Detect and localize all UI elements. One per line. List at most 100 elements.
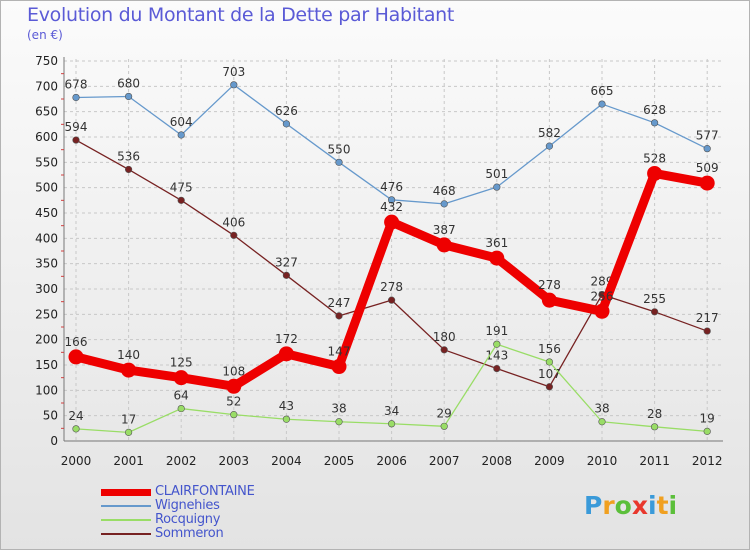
legend-item-clairfontaine: CLAIRFONTAINE [101, 485, 341, 499]
x-tick-label: 2002 [166, 454, 197, 468]
data-label-clairfontaine: 387 [433, 223, 456, 237]
data-label-wignehies: 626 [275, 104, 298, 118]
data-point-sommeron [650, 308, 659, 316]
data-label-sommeron: 475 [170, 180, 193, 194]
data-label-wignehies: 678 [65, 77, 88, 91]
data-point-sommeron [440, 346, 448, 354]
x-tick-label: 2001 [113, 454, 144, 468]
data-label-wignehies: 680 [117, 76, 140, 90]
data-point-sommeron [493, 364, 501, 373]
data-point-rocquigny [545, 358, 554, 366]
data-point-rocquigny [282, 415, 291, 423]
data-point-clairfontaine [699, 175, 715, 191]
legend-swatch-clairfontaine [101, 489, 151, 496]
data-point-sommeron [335, 312, 343, 320]
data-label-sommeron: 278 [380, 280, 403, 294]
series-clairfontaine: 166 140 125 108 172 147 432 387 361 278 256 528 509 [65, 151, 719, 394]
data-point-clairfontaine [436, 237, 452, 253]
data-label-rocquigny: 52 [226, 395, 241, 409]
data-label-clairfontaine: 125 [170, 356, 193, 370]
y-tick-label: 50 [43, 409, 58, 423]
data-point-wignehies [177, 131, 185, 139]
data-point-clairfontaine [226, 378, 242, 394]
data-label-sommeron: 406 [222, 215, 245, 229]
data-point-rocquigny [335, 418, 343, 426]
data-label-wignehies: 577 [696, 129, 719, 143]
data-point-sommeron [545, 383, 554, 391]
y-tick-label: 150 [35, 358, 58, 372]
y-tick-label: 350 [35, 257, 58, 271]
data-label-wignehies: 703 [222, 65, 245, 79]
data-label-sommeron: 327 [275, 255, 298, 269]
legend-item-wignehies: Wignehies [101, 499, 341, 513]
data-point-rocquigny [230, 411, 238, 419]
chart-subtitle: (en €) [27, 28, 63, 42]
data-label-clairfontaine: 108 [222, 364, 245, 378]
data-label-wignehies: 476 [380, 180, 403, 194]
data-point-rocquigny [440, 422, 448, 430]
data-point-wignehies [124, 92, 133, 101]
data-label-wignehies: 628 [643, 103, 666, 117]
data-label-rocquigny: 17 [121, 412, 136, 426]
data-point-clairfontaine [647, 165, 663, 181]
data-label-rocquigny: 38 [331, 402, 346, 416]
data-point-wignehies [388, 196, 396, 204]
data-label-rocquigny: 43 [279, 399, 294, 413]
data-label-wignehies: 550 [328, 142, 351, 156]
data-point-sommeron [703, 327, 711, 335]
data-point-rocquigny [124, 428, 133, 436]
data-point-clairfontaine [331, 359, 347, 375]
y-tick-label: 450 [35, 206, 58, 220]
data-label-clairfontaine: 278 [538, 278, 561, 292]
data-label-clairfontaine: 509 [696, 161, 719, 175]
data-point-clairfontaine [489, 250, 505, 266]
data-point-clairfontaine [384, 214, 400, 230]
data-point-rocquigny [493, 340, 501, 348]
data-point-wignehies [335, 158, 343, 166]
x-tick-label: 2004 [271, 454, 302, 468]
data-point-wignehies [493, 183, 501, 191]
legend-label-rocquigny: Rocquigny [155, 512, 221, 527]
y-tick-label: 400 [35, 231, 58, 245]
data-label-clairfontaine: 361 [485, 236, 508, 250]
data-point-wignehies [282, 120, 291, 128]
data-label-clairfontaine: 166 [65, 335, 88, 349]
data-label-sommeron: 255 [643, 292, 666, 306]
data-point-rocquigny [72, 425, 80, 433]
legend: CLAIRFONTAINE Wignehies Rocquigny Sommer… [101, 485, 341, 541]
data-point-sommeron [388, 296, 396, 304]
data-label-wignehies: 604 [170, 115, 193, 129]
data-point-sommeron [177, 196, 185, 204]
data-label-rocquigny: 191 [485, 324, 508, 338]
y-tick-label: 700 [35, 79, 58, 93]
data-label-sommeron: 180 [433, 330, 456, 344]
data-point-sommeron [124, 165, 133, 174]
data-label-rocquigny: 28 [647, 407, 662, 421]
data-label-wignehies: 582 [538, 126, 561, 140]
data-point-wignehies [440, 200, 448, 208]
data-point-wignehies [598, 100, 606, 108]
data-label-clairfontaine: 528 [643, 151, 666, 165]
data-point-rocquigny [598, 418, 606, 426]
x-tick-label: 2010 [587, 454, 618, 468]
data-label-sommeron: 594 [65, 120, 88, 134]
data-point-clairfontaine [594, 303, 610, 319]
x-tick-label: 2008 [482, 454, 513, 468]
y-tick-label: 100 [35, 383, 58, 397]
data-label-clairfontaine: 147 [328, 345, 351, 359]
data-point-sommeron [230, 231, 238, 239]
legend-label-sommeron: Sommeron [155, 526, 224, 541]
data-label-rocquigny: 29 [437, 406, 452, 420]
chart-title: Evolution du Montant de la Dette par Hab… [27, 4, 455, 26]
data-label-sommeron: 107 [538, 367, 561, 381]
y-tick-label: 200 [35, 333, 58, 347]
proxiti-logo: Proxiti [584, 491, 678, 520]
data-point-rocquigny [650, 423, 659, 431]
data-label-rocquigny: 24 [68, 409, 83, 423]
legend-label-clairfontaine: CLAIRFONTAINE [155, 484, 255, 499]
x-tick-label: 2012 [692, 454, 723, 468]
legend-item-rocquigny: Rocquigny [101, 513, 341, 527]
